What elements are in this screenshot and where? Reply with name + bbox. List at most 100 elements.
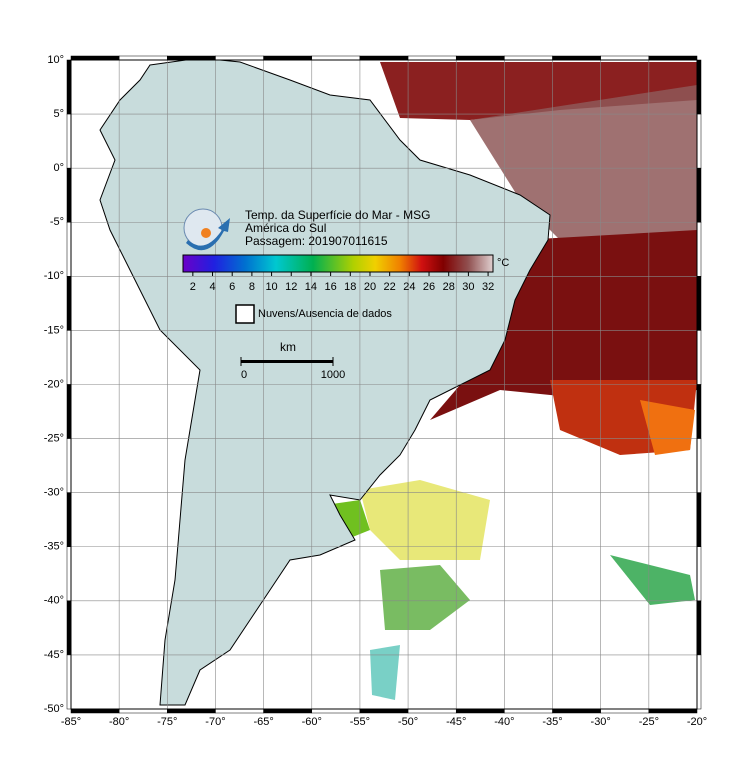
sst-data (325, 62, 697, 700)
colorbar-tick-label: 8 (249, 281, 255, 293)
frame-segment (66, 654, 72, 710)
lat-label: 0° (53, 162, 64, 174)
colorbar-tick-label: 30 (462, 281, 474, 293)
frame-segment (696, 438, 702, 493)
lon-label: -80° (109, 716, 129, 728)
colorbar-ticks: 2 4 6 8 10 12 14 16 18 20 22 24 26 28 30 32 (190, 272, 494, 293)
lat-label: -15° (44, 324, 64, 336)
colorbar-tick-label: 16 (324, 281, 336, 293)
frame-segment (359, 55, 409, 61)
lon-label: -85° (61, 716, 81, 728)
legend-swatch (235, 304, 255, 324)
scale-unit: km (280, 340, 296, 354)
lon-label: -35° (542, 716, 562, 728)
lon-label: -40° (494, 716, 514, 728)
title-line: América do Sul (245, 221, 326, 235)
frame-segment (648, 55, 698, 61)
lat-label: 5° (53, 108, 64, 120)
lon-label: -75° (157, 716, 177, 728)
frame-segment (696, 384, 702, 439)
colorbar-tick-label: 24 (403, 281, 415, 293)
lon-label: -55° (350, 716, 370, 728)
lat-label: -50° (44, 703, 64, 715)
lon-label: -65° (253, 716, 273, 728)
frame-segment (648, 708, 698, 714)
logo (183, 208, 230, 251)
scale-tick-label: 0 (241, 369, 247, 381)
frame-segment (311, 55, 361, 61)
colorbar-tick-label: 12 (285, 281, 297, 293)
frame-segment (263, 708, 313, 714)
frame-segment (118, 708, 168, 714)
frame-segment (66, 167, 72, 223)
frame-segment (696, 330, 702, 385)
lat-label: -40° (44, 595, 64, 607)
colorbar-tick-label: 2 (190, 281, 196, 293)
colorbar-tick-label: 20 (364, 281, 376, 293)
lat-label: -20° (44, 378, 64, 390)
frame-segment (504, 708, 553, 714)
frame-segment (407, 708, 457, 714)
frame-segment (455, 55, 505, 61)
colorbar (182, 254, 494, 273)
frame-segment (66, 330, 72, 385)
frame-segment (66, 113, 72, 169)
colorbar-tick-label: 26 (423, 281, 435, 293)
frame-segment (696, 167, 702, 223)
colorbar-tick-label: 6 (229, 281, 235, 293)
frame-segment (696, 113, 702, 169)
frame-segment (696, 600, 702, 656)
frame-segment (407, 55, 457, 61)
title-line: Temp. da Superfície do Mar - MSG (245, 208, 430, 222)
colorbar-tick-label: 18 (344, 281, 356, 293)
title-line: Passagem: 201907011615 (245, 234, 388, 248)
frame-segment (215, 708, 264, 714)
lat-label: -5° (50, 216, 64, 228)
lon-label: -60° (302, 716, 322, 728)
lon-label: -70° (205, 716, 225, 728)
frame-segment (70, 708, 120, 714)
lat-label: -35° (44, 541, 64, 553)
frame-segment (167, 708, 216, 714)
frame-segment (311, 708, 361, 714)
scale-bar-line (241, 360, 333, 363)
frame-segment (66, 59, 72, 115)
lat-label: -10° (44, 270, 64, 282)
frame-segment (359, 708, 409, 714)
frame-segment (696, 546, 702, 602)
lat-label: -25° (44, 432, 64, 444)
frame-segment (263, 55, 313, 61)
scale-tick-label: 1000 (321, 369, 345, 381)
lon-label: -20° (687, 716, 707, 728)
colorbar-tick-label: 14 (305, 281, 317, 293)
scale-bar: 0 1000 (240, 357, 345, 381)
colorbar-tick-label: 28 (443, 281, 455, 293)
frame-segment (66, 492, 72, 547)
frame-segment (66, 438, 72, 493)
legend-label: Nuvens/Ausencia de dados (258, 308, 392, 320)
lat-label: -45° (44, 649, 64, 661)
frame-segment (696, 654, 702, 710)
frame-segment (66, 600, 72, 656)
frame-segment (215, 55, 264, 61)
frame-segment (696, 222, 702, 277)
frame (66, 55, 702, 714)
frame-segment (66, 276, 72, 331)
frame-segment (600, 708, 650, 714)
frame-segment (455, 708, 505, 714)
frame-segment (66, 384, 72, 439)
colorbar-tick-label: 4 (209, 281, 215, 293)
lon-label: -45° (446, 716, 466, 728)
lat-label: -30° (44, 487, 64, 499)
frame-segment (552, 55, 601, 61)
colorbar-tick-label: 32 (482, 281, 494, 293)
frame-border (70, 59, 698, 710)
colorbar-tick-label: 22 (384, 281, 396, 293)
frame-segment (504, 55, 553, 61)
lon-label: -30° (591, 716, 611, 728)
colorbar-tick-label: 10 (265, 281, 277, 293)
frame-segment (66, 222, 72, 277)
colorbar-unit: °C (497, 257, 509, 269)
frame-segment (70, 55, 120, 61)
